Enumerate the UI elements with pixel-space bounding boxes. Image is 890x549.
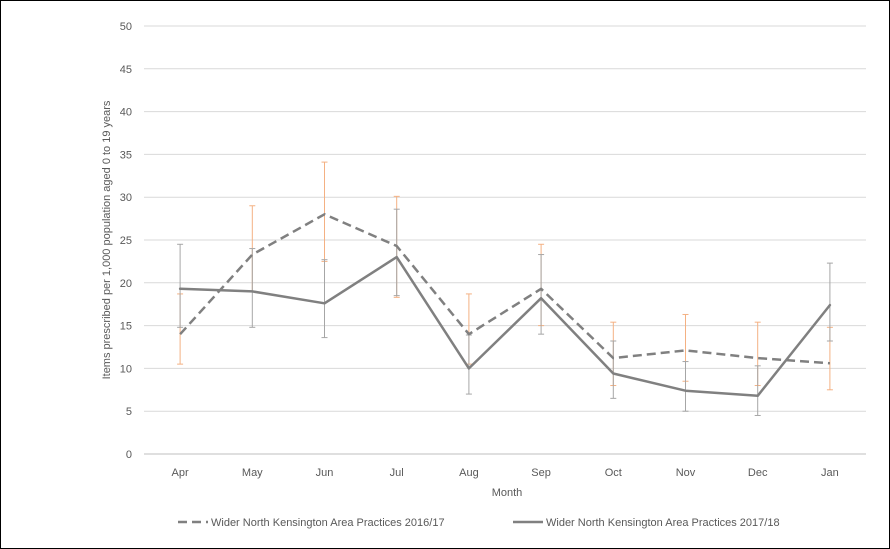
- x-tick-label: Sep: [531, 467, 551, 479]
- error-bar-2: [682, 361, 689, 412]
- y-tick-label: 30: [120, 192, 132, 204]
- error-bar-2: [610, 340, 617, 399]
- legend-label: Wider North Kensington Area Practices 20…: [546, 517, 780, 529]
- legend-item-1: Wider North Kensington Area Practices 20…: [178, 517, 445, 529]
- x-tick-label: Oct: [605, 467, 622, 479]
- y-tick-label: 15: [120, 321, 132, 333]
- x-tick-label: Nov: [676, 467, 696, 479]
- error-bar-2: [826, 262, 833, 342]
- y-axis-title: Items prescribed per 1,000 population ag…: [101, 100, 113, 379]
- legend-item-2: Wider North Kensington Area Practices 20…: [513, 517, 780, 529]
- x-tick-label: May: [242, 467, 263, 479]
- error-bar-2: [393, 208, 400, 297]
- x-tick-label: Apr: [172, 467, 189, 479]
- series-line-1: [179, 213, 830, 365]
- error-bar-2: [177, 243, 184, 328]
- error-bar-1: [321, 161, 328, 262]
- error-bar-2: [754, 365, 761, 416]
- x-tick-label: Jun: [316, 467, 334, 479]
- y-tick-label: 20: [120, 278, 132, 290]
- x-tick-labels: Apr May Jun Jul Aug Sep Oct Nov Dec Jan: [172, 467, 839, 479]
- error-bar-2: [321, 259, 328, 339]
- error-bars: [177, 161, 833, 416]
- error-bar-2: [538, 254, 545, 335]
- legend: Wider North Kensington Area Practices 20…: [178, 517, 780, 529]
- y-tick-label: 10: [120, 363, 132, 375]
- y-tick-label: 5: [126, 406, 132, 418]
- x-axis-title: Month: [492, 487, 523, 499]
- error-bar-2: [249, 248, 256, 328]
- legend-label: Wider North Kensington Area Practices 20…: [211, 517, 445, 529]
- y-tick-label: 25: [120, 235, 132, 247]
- x-tick-label: Aug: [459, 467, 479, 479]
- y-tick-label: 45: [120, 64, 132, 76]
- y-tick-labels: 0 5 10 15 20 25 30 35 40 45 50: [120, 21, 132, 461]
- y-tick-label: 35: [120, 149, 132, 161]
- x-tick-label: Dec: [748, 467, 768, 479]
- gridlines: [144, 25, 866, 455]
- series-lines: [178, 213, 832, 398]
- y-tick-label: 50: [120, 21, 132, 33]
- y-tick-label: 40: [120, 107, 132, 119]
- series-line-2: [178, 255, 832, 398]
- x-tick-label: Jul: [390, 467, 404, 479]
- y-tick-label: 0: [126, 449, 132, 461]
- x-tick-label: Jan: [821, 467, 839, 479]
